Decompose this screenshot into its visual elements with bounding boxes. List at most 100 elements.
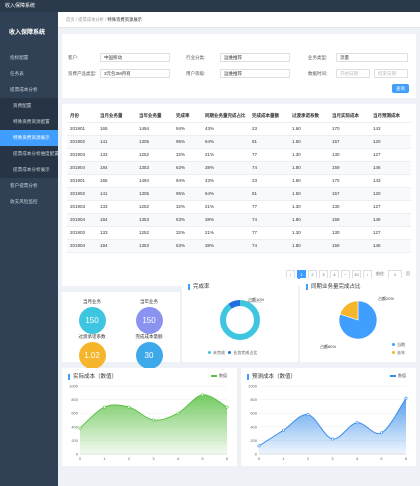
y-tick-label: 400 <box>71 424 78 429</box>
column-header: 同期业务量完成占比 <box>202 110 249 123</box>
data-point <box>281 428 285 432</box>
table-cell: 95% <box>173 135 202 149</box>
table-cell: 146 <box>370 161 411 175</box>
data-table: 月份 当月业务量 当年业务量 完成率 同期业务量完成占比 完成成本量额 过渡承诺系数 当月实际… <box>67 110 411 253</box>
table-row: 201901 165 1494 94% 43% 23 1.60 170 143 <box>67 122 411 136</box>
table-cell: 74 <box>249 213 289 227</box>
customer-input[interactable]: 中国移动 <box>100 53 170 62</box>
sidebar-title: 收入保障系统 <box>9 30 46 36</box>
table-cell: 170 <box>329 174 370 188</box>
table-cell: 1.80 <box>289 161 329 175</box>
search-button[interactable]: 查询 <box>392 84 409 93</box>
sidebar-item[interactable]: 提票成本分析 <box>10 87 38 92</box>
table-cell: 94% <box>173 122 202 136</box>
user-level-label: 用户等级: <box>186 71 206 76</box>
table-cell: 146 <box>370 239 411 253</box>
date-end-input[interactable]: 结束日期 <box>374 69 408 78</box>
table-cell: 21% <box>202 148 249 162</box>
table-cell: 184 <box>97 161 136 175</box>
sidebar-item[interactable]: 客户提票分析 <box>10 183 38 188</box>
sidebar-item[interactable]: 提票成本分析展示 <box>0 162 58 178</box>
table-cell: 64% <box>202 187 249 201</box>
legend-label-1: 业务完成占比 <box>233 350 258 355</box>
pie-chart: 占额20% 占额80% <box>320 295 394 349</box>
actual-cost-chart: 0 200 400 600 800 1000 0 1 2 3 4 5 6 <box>69 384 229 462</box>
table-cell: 141 <box>97 135 136 149</box>
table-cell: 1252 <box>136 148 173 162</box>
table-cell: 1.30 <box>289 200 329 214</box>
sidebar-item[interactable]: 提票成本分析维度配置 <box>0 146 58 162</box>
data-point <box>78 426 82 430</box>
table-cell: 63% <box>173 161 202 175</box>
table-cell: 1.60 <box>289 174 329 188</box>
table-cell: 74 <box>249 161 289 175</box>
stats-card: 当月业务 150 当年业务 150 过渡承诺系数 1.02 完成成本量额 30 <box>62 292 180 369</box>
table-cell: 201901 <box>67 122 97 136</box>
table-cell: 143 <box>370 122 411 136</box>
table-cell: 81 <box>249 187 289 201</box>
product-input[interactable]: 3元包3M月有 <box>100 69 170 78</box>
table-row: 201901 165 1494 94% 43% 23 1.60 170 143 <box>67 174 411 188</box>
sidebar-item[interactable]: 资费配置 <box>0 98 58 114</box>
table-row: 201904 184 1353 63% 38% 74 1.80 159 146 <box>67 239 411 253</box>
user-level-input[interactable]: 运维推荐 <box>220 69 290 78</box>
sidebar-item[interactable]: 任务表 <box>10 71 24 76</box>
table-cell: 21% <box>202 226 249 240</box>
table-cell: 38% <box>202 213 249 227</box>
column-header: 当月实际成本 <box>329 110 370 123</box>
table-cell: 133 <box>97 200 136 214</box>
data-point <box>102 405 106 409</box>
sidebar-item[interactable]: 指标配置 <box>10 55 29 60</box>
stat-cost-value: 30 <box>135 342 163 369</box>
sidebar-item[interactable]: 收支风险监控 <box>10 199 38 204</box>
column-header: 月份 <box>67 110 97 123</box>
actual-cost-title: 实际成本（数值） <box>68 374 117 380</box>
legend-dot <box>392 343 395 347</box>
table-cell: 38% <box>202 161 249 175</box>
donut-label: 占额10% <box>248 296 264 302</box>
date-start-input[interactable]: 开始日期 <box>336 69 370 78</box>
breadcrumb-current: 特殊资费资源展示 <box>107 17 142 22</box>
area-fill <box>80 394 227 454</box>
table-cell: 184 <box>97 213 136 227</box>
table-cell: 63% <box>173 239 202 253</box>
completion-rate-title: 完成率 <box>188 284 210 290</box>
data-point <box>355 421 359 425</box>
legend-dot <box>392 351 395 355</box>
table-cell: 120 <box>370 187 411 201</box>
table-cell: 77 <box>249 226 289 240</box>
table-cell: 133 <box>97 148 136 162</box>
x-tick-label: 5 <box>201 456 204 461</box>
table-row: 201902 141 1305 95% 64% 81 1.50 157 120 <box>67 135 411 149</box>
table-cell: 32% <box>173 148 202 162</box>
pie-legend-1: 去年 <box>397 350 405 355</box>
table-cell: 127 <box>370 148 411 162</box>
table-cell: 94% <box>173 174 202 188</box>
table-cell: 21% <box>202 200 249 214</box>
legend-dot <box>228 351 232 355</box>
data-point <box>201 393 205 397</box>
y-tick-label: 800 <box>250 397 257 402</box>
x-tick-label: 2 <box>307 456 310 461</box>
business-type-input[interactable]: 流量 <box>336 53 408 62</box>
y-tick-label: 1000 <box>248 384 258 389</box>
industry-input[interactable]: 运维推荐 <box>220 53 290 62</box>
actual-cost-legend-label: 数值 <box>219 373 227 378</box>
y-tick-label: 200 <box>250 438 257 443</box>
table-cell: 201902 <box>67 187 97 201</box>
x-tick-label: 6 <box>405 456 408 461</box>
sidebar-item[interactable]: 特殊资费资源展示 <box>0 130 58 146</box>
sidebar-item[interactable]: 特殊资费资源配置 <box>0 114 58 130</box>
data-point <box>404 396 408 400</box>
yoy-completion-title: 同期业务量完成占比 <box>306 284 361 290</box>
table-cell: 1.80 <box>289 213 329 227</box>
table-cell: 130 <box>329 148 370 162</box>
table-cell: 1.50 <box>289 135 329 149</box>
donut-chart: 占额10% <box>220 296 264 340</box>
y-tick-label: 0 <box>255 452 258 457</box>
pie-label-bottom: 占额80% <box>320 343 336 349</box>
column-header: 当月预测成本 <box>370 110 411 123</box>
legend-line <box>211 375 217 377</box>
table-cell: 38% <box>202 239 249 253</box>
legend-line <box>390 375 396 377</box>
